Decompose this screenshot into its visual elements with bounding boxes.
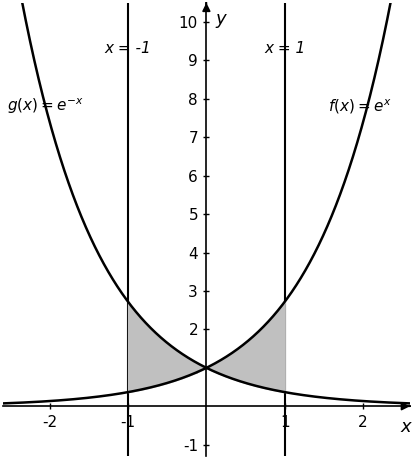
Text: x = -1: x = -1 bbox=[105, 41, 151, 56]
Text: $f(x) = e^{x}$: $f(x) = e^{x}$ bbox=[328, 97, 391, 116]
Text: x: x bbox=[401, 419, 411, 437]
Text: $g(x) = e^{-x}$: $g(x) = e^{-x}$ bbox=[7, 97, 83, 116]
Text: x = 1: x = 1 bbox=[264, 41, 305, 56]
Text: y: y bbox=[216, 11, 227, 28]
